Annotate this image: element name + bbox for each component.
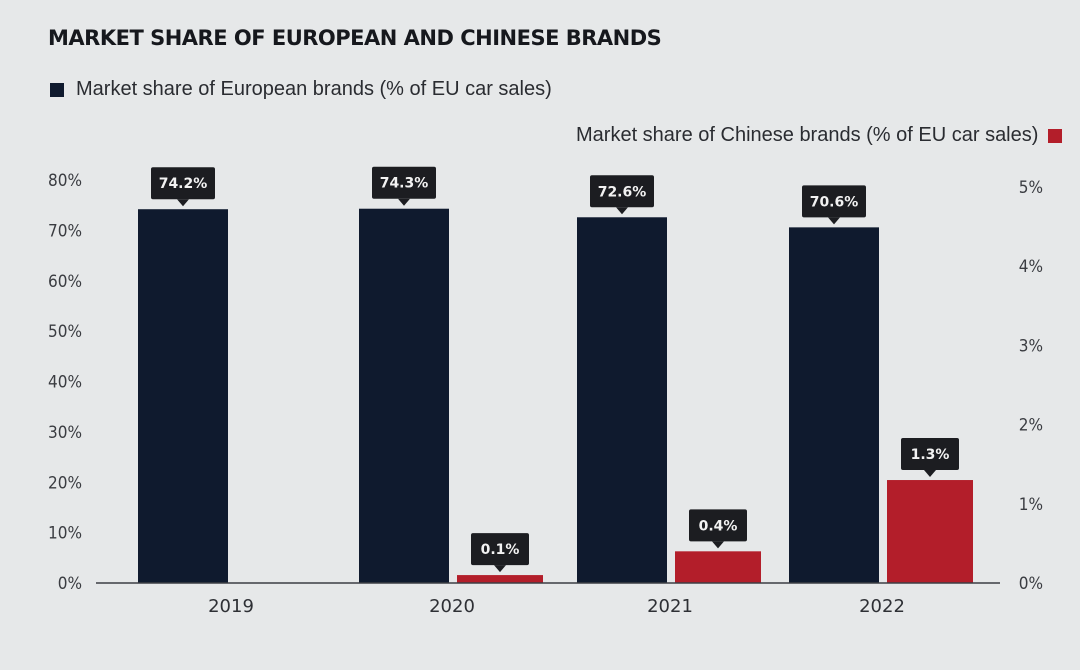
data-label-text: 74.2%: [159, 176, 208, 192]
data-label-chinese-2020: 0.1%: [471, 533, 529, 573]
data-label-european-2021: 72.6%: [590, 175, 654, 215]
data-label-pointer: [177, 199, 189, 207]
y-right-tick-label: 4%: [1019, 257, 1043, 277]
data-label-text: 72.6%: [598, 184, 647, 200]
data-label-box: [901, 438, 959, 471]
y-right-tick-label: 1%: [1019, 495, 1043, 515]
data-label-text: 0.1%: [481, 542, 520, 558]
legend-chinese-brands: Market share of Chinese brands (% of EU …: [576, 124, 1063, 147]
data-label-box: [372, 166, 436, 199]
data-label-pointer: [924, 470, 936, 478]
legend-european-brands: Market share of European brands (% of EU…: [50, 78, 552, 101]
y-right-tick-label: 0%: [1019, 574, 1043, 594]
bar-european-2022: [789, 227, 879, 584]
bar-european-2020: [359, 208, 449, 583]
bar-european-2019: [138, 209, 228, 583]
y-left-tick-label: 70%: [48, 221, 82, 241]
data-label-chinese-2022: 1.3%: [901, 438, 959, 478]
legend-swatch-european: [50, 82, 64, 97]
y-left-tick-label: 20%: [48, 473, 82, 493]
data-label-european-2019: 74.2%: [151, 167, 215, 207]
y-left-tick-label: 0%: [58, 574, 82, 594]
data-label-text: 0.4%: [699, 518, 738, 534]
data-label-pointer: [616, 207, 628, 215]
x-tick-label-2019: 2019: [208, 596, 254, 617]
legend-label-chinese: Market share of Chinese brands (% of EU …: [576, 124, 1039, 146]
legend-label-european: Market share of European brands (% of EU…: [76, 78, 552, 100]
data-label-box: [802, 185, 866, 218]
data-label-european-2022: 70.6%: [802, 185, 866, 225]
data-label-pointer: [712, 541, 724, 549]
data-label-pointer: [494, 565, 506, 573]
data-label-pointer: [828, 217, 840, 225]
data-label-box: [151, 167, 215, 200]
data-label-pointer: [398, 198, 410, 206]
y-left-tick-label: 40%: [48, 373, 82, 393]
y-left-tick-label: 10%: [48, 524, 82, 544]
y-right-tick-label: 3%: [1019, 336, 1043, 356]
data-label-european-2020: 74.3%: [372, 166, 436, 206]
y-left-tick-label: 30%: [48, 423, 82, 443]
y-left-tick-label: 80%: [48, 171, 82, 191]
x-tick-label-2022: 2022: [859, 596, 905, 617]
bar-chinese-2022: [887, 480, 973, 583]
x-tick-label-2021: 2021: [647, 596, 693, 617]
bar-chinese-2021: [675, 551, 761, 583]
data-label-text: 74.3%: [380, 176, 429, 192]
data-label-box: [471, 533, 529, 566]
y-right-tick-label: 5%: [1019, 178, 1043, 198]
bar-chinese-2020: [457, 575, 543, 583]
legend-swatch-chinese: [1048, 128, 1063, 143]
y-right-tick-label: 2%: [1019, 416, 1043, 436]
data-label-chinese-2021: 0.4%: [689, 509, 747, 549]
data-label-box: [689, 509, 747, 542]
y-left-tick-label: 60%: [48, 272, 82, 292]
data-label-text: 1.3%: [911, 447, 950, 463]
data-label-text: 70.6%: [810, 194, 859, 210]
data-label-box: [590, 175, 654, 208]
bar-european-2021: [577, 217, 667, 583]
chart-title: MARKET SHARE OF EUROPEAN AND CHINESE BRA…: [48, 26, 662, 50]
x-tick-label-2020: 2020: [429, 596, 475, 617]
y-left-tick-label: 50%: [48, 322, 82, 342]
